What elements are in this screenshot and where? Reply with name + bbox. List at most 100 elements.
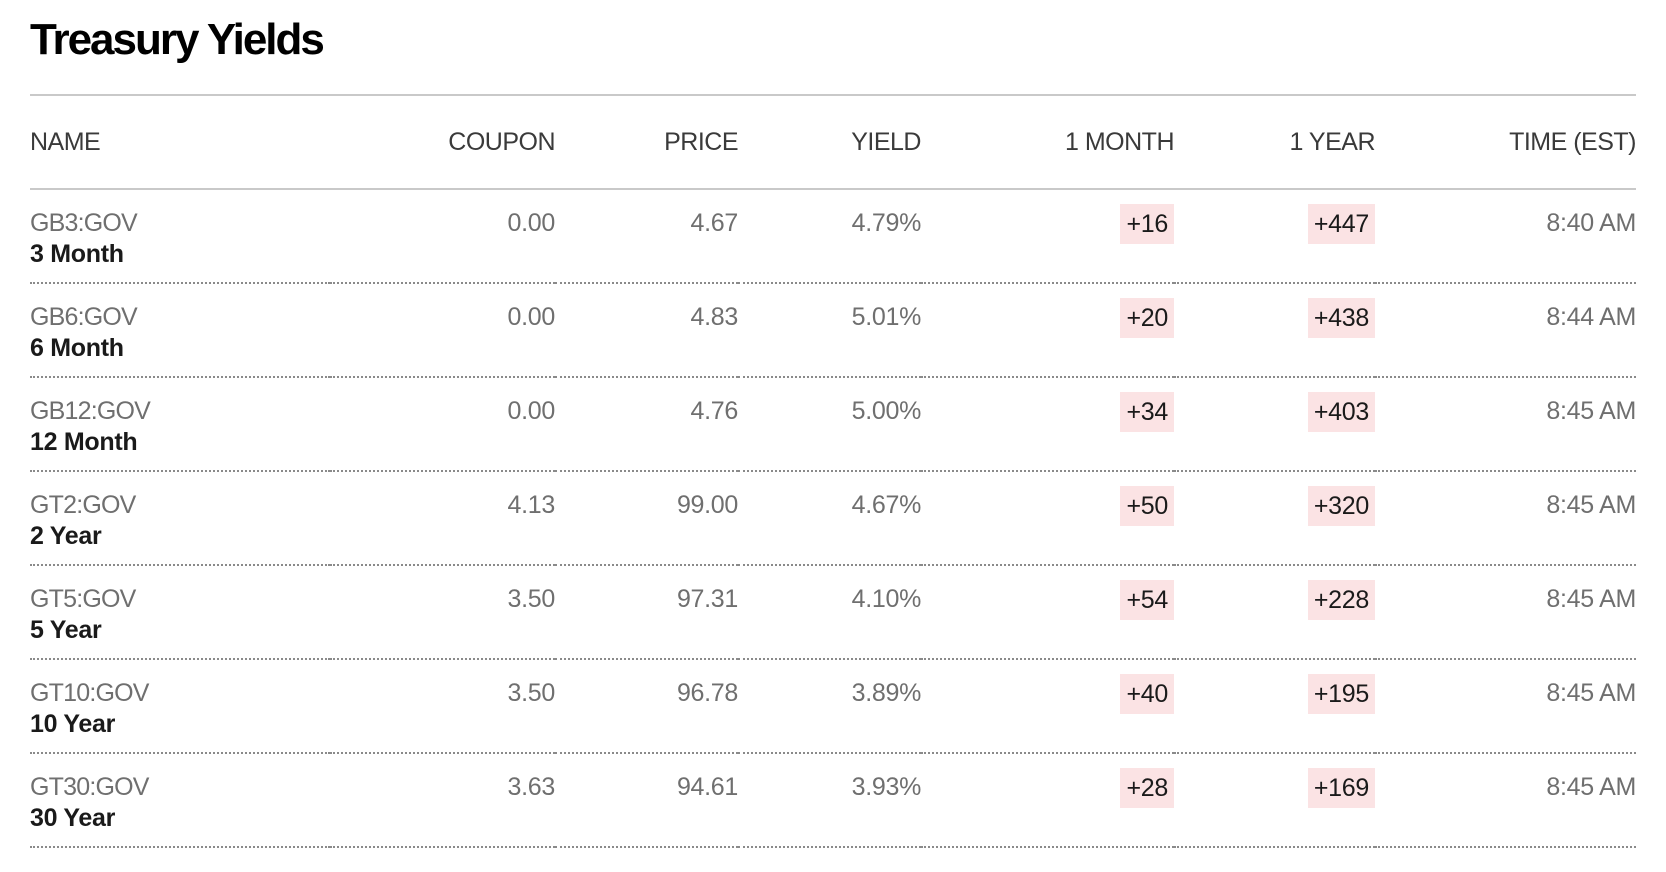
time-cell: 8:45 AM	[1375, 753, 1636, 847]
name-cell: GT5:GOV 5 Year	[30, 565, 330, 659]
coupon-value: 0.00	[507, 303, 556, 331]
coupon-value: 0.00	[507, 397, 556, 425]
time-value: 8:45 AM	[1546, 491, 1636, 519]
time-cell: 8:45 AM	[1375, 565, 1636, 659]
one-month-change: +40	[1120, 674, 1174, 714]
yield-value: 4.67%	[851, 491, 922, 519]
one-year-cell: +169	[1174, 753, 1375, 847]
ticker-link[interactable]: GT5:GOV	[30, 585, 136, 613]
one-month-change: +20	[1120, 298, 1174, 338]
price-cell: 4.67	[555, 189, 739, 283]
one-year-change: +228	[1307, 580, 1375, 620]
price-cell: 4.83	[555, 283, 739, 377]
table-row[interactable]: GT10:GOV 10 Year 3.50 96.78 3.89% +40 +1…	[30, 659, 1636, 753]
time-value: 8:45 AM	[1546, 679, 1636, 707]
price-value: 94.61	[676, 773, 738, 801]
one-month-change: +50	[1120, 486, 1174, 526]
page-title: Treasury Yields	[30, 15, 325, 64]
yield-cell: 4.79%	[738, 189, 922, 283]
security-label: 2 Year	[30, 522, 102, 550]
name-cell: GB3:GOV 3 Month	[30, 189, 330, 283]
yield-value: 4.79%	[851, 209, 922, 237]
time-value: 8:45 AM	[1546, 585, 1636, 613]
table-row[interactable]: GT5:GOV 5 Year 3.50 97.31 4.10% +54 +228…	[30, 565, 1636, 659]
name-cell: GB6:GOV 6 Month	[30, 283, 330, 377]
yield-value: 3.89%	[851, 679, 922, 707]
column-header-yield[interactable]: YIELD	[738, 96, 922, 190]
one-month-cell: +50	[921, 471, 1174, 565]
yield-value: 3.93%	[851, 773, 922, 801]
time-value: 8:45 AM	[1546, 773, 1636, 801]
column-header-name[interactable]: NAME	[30, 96, 330, 190]
security-label: 3 Month	[30, 240, 124, 268]
one-month-change: +28	[1120, 768, 1174, 808]
coupon-value: 4.13	[507, 491, 556, 519]
ticker-link[interactable]: GB12:GOV	[30, 397, 151, 425]
name-cell: GT10:GOV 10 Year	[30, 659, 330, 753]
yield-cell: 3.89%	[738, 659, 922, 753]
table-row[interactable]: GT30:GOV 30 Year 3.63 94.61 3.93% +28 +1…	[30, 753, 1636, 847]
column-header-1-month[interactable]: 1 MONTH	[921, 96, 1175, 190]
name-cell: GB12:GOV 12 Month	[30, 377, 330, 471]
one-year-change: +169	[1307, 768, 1375, 808]
coupon-cell: 0.00	[330, 283, 556, 377]
security-label: 6 Month	[30, 334, 124, 362]
yield-value: 5.00%	[851, 397, 922, 425]
price-value: 97.31	[676, 585, 738, 613]
ticker-link[interactable]: GT10:GOV	[30, 679, 149, 707]
price-cell: 97.31	[555, 565, 738, 659]
security-label: 10 Year	[30, 710, 116, 738]
one-year-change: +195	[1307, 674, 1375, 714]
table-row[interactable]: GB3:GOV 3 Month 0.00 4.67 4.79% +16 +447…	[30, 189, 1636, 283]
table-row[interactable]: GT2:GOV 2 Year 4.13 99.00 4.67% +50 +320…	[30, 471, 1636, 565]
price-cell: 96.78	[555, 659, 738, 753]
yield-cell: 4.10%	[738, 565, 922, 659]
yield-cell: 3.93%	[738, 753, 922, 847]
treasury-yields-module: Treasury Yields NAME COUPON PRICE YIELD …	[30, 0, 1637, 848]
coupon-cell: 0.00	[330, 377, 556, 471]
time-cell: 8:45 AM	[1375, 471, 1636, 565]
ticker-link[interactable]: GT2:GOV	[30, 491, 136, 519]
coupon-cell: 3.50	[330, 565, 556, 659]
one-month-cell: +34	[921, 377, 1174, 471]
coupon-cell: 3.63	[330, 753, 556, 847]
coupon-value: 3.50	[507, 679, 556, 707]
table-row[interactable]: GB12:GOV 12 Month 0.00 4.76 5.00% +34 +4…	[30, 377, 1636, 471]
column-header-coupon[interactable]: COUPON	[330, 96, 556, 190]
security-label: 12 Month	[30, 428, 138, 456]
one-year-change: +438	[1307, 298, 1375, 338]
time-cell: 8:44 AM	[1375, 283, 1636, 377]
one-year-change: +320	[1307, 486, 1375, 526]
ticker-link[interactable]: GT30:GOV	[30, 773, 149, 801]
one-year-cell: +403	[1174, 377, 1375, 471]
coupon-cell: 3.50	[330, 659, 556, 753]
one-year-cell: +195	[1174, 659, 1375, 753]
one-month-cell: +20	[921, 283, 1174, 377]
yield-cell: 5.00%	[738, 377, 922, 471]
column-header-price[interactable]: PRICE	[555, 96, 739, 190]
one-month-change: +16	[1120, 204, 1174, 244]
title-divider	[30, 94, 1636, 96]
column-header-1-year[interactable]: 1 YEAR	[1174, 96, 1376, 190]
ticker-link[interactable]: GB6:GOV	[30, 303, 138, 331]
yield-cell: 4.67%	[738, 471, 922, 565]
coupon-value: 3.63	[507, 773, 556, 801]
time-value: 8:44 AM	[1546, 303, 1636, 331]
coupon-value: 0.00	[507, 209, 556, 237]
name-cell: GT30:GOV 30 Year	[30, 753, 330, 847]
time-value: 8:40 AM	[1546, 209, 1636, 237]
security-label: 5 Year	[30, 616, 102, 644]
table-header: NAME COUPON PRICE YIELD 1 MONTH 1 YEAR T…	[30, 96, 1637, 190]
price-value: 96.78	[676, 679, 738, 707]
coupon-value: 3.50	[507, 585, 556, 613]
name-cell: GT2:GOV 2 Year	[30, 471, 330, 565]
yields-table: NAME COUPON PRICE YIELD 1 MONTH 1 YEAR T…	[30, 96, 1637, 848]
table-row[interactable]: GB6:GOV 6 Month 0.00 4.83 5.01% +20 +438…	[30, 283, 1636, 377]
time-cell: 8:45 AM	[1375, 659, 1636, 753]
one-year-cell: +447	[1174, 189, 1375, 283]
column-header-time[interactable]: TIME (EST)	[1375, 96, 1637, 190]
security-label: 30 Year	[30, 804, 116, 832]
ticker-link[interactable]: GB3:GOV	[30, 209, 138, 237]
one-year-cell: +320	[1174, 471, 1375, 565]
time-value: 8:45 AM	[1546, 397, 1636, 425]
